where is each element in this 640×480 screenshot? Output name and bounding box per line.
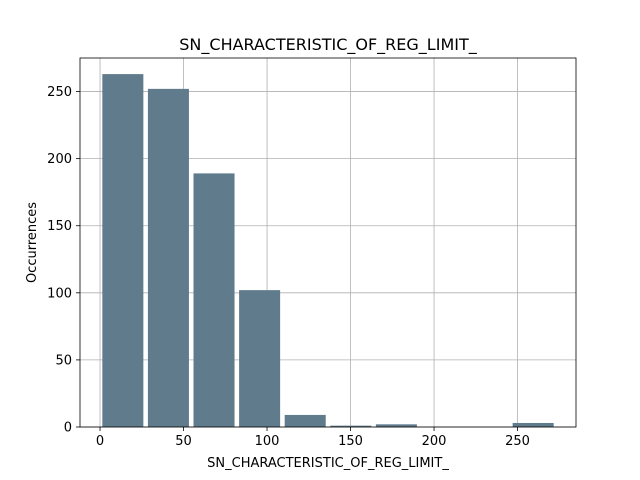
x-axis-label: SN_CHARACTERISTIC_OF_REG_LIMIT_: [207, 456, 449, 471]
histogram-bar-2: [193, 173, 235, 427]
chart-title: SN_CHARACTERISTIC_OF_REG_LIMIT_: [179, 35, 477, 55]
histogram-bar-9: [512, 422, 554, 427]
y-axis-label: Occurrences: [25, 202, 40, 283]
y-tick-label: 0: [64, 421, 72, 436]
histogram-bar-6: [375, 424, 417, 427]
histogram-bar-4: [284, 414, 326, 427]
histogram-bar-3: [239, 290, 281, 427]
x-tick-label: 200: [422, 434, 447, 449]
x-tick-label: 0: [96, 434, 104, 449]
y-tick-label: 250: [47, 85, 72, 100]
y-tick-label: 100: [47, 286, 72, 301]
histogram-bar-0: [102, 74, 144, 428]
histogram-bar-1: [147, 88, 189, 427]
histogram-bar-5: [330, 425, 372, 427]
y-tick-label: 50: [55, 353, 72, 368]
bars: [102, 74, 554, 428]
ticks: 0 50 100 150 200 250 0 50 100 150 200 250: [47, 85, 530, 449]
y-tick-label: 200: [47, 152, 72, 167]
plot-frame: [79, 57, 577, 428]
x-tick-label: 150: [338, 434, 363, 449]
y-tick-label: 150: [47, 219, 72, 234]
x-tick-label: 100: [255, 434, 280, 449]
x-tick-label: 250: [505, 434, 530, 449]
x-tick-label: 50: [175, 434, 192, 449]
